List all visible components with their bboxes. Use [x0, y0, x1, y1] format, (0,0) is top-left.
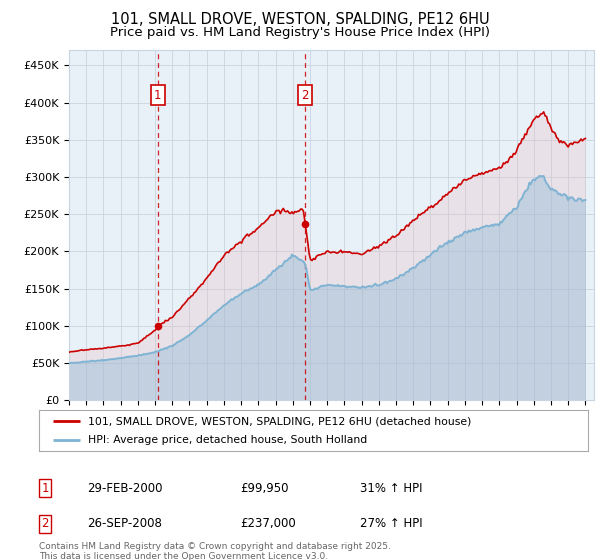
Text: 2: 2: [302, 88, 309, 101]
Text: £237,000: £237,000: [240, 517, 296, 530]
Text: 31% ↑ HPI: 31% ↑ HPI: [360, 482, 422, 495]
Text: 1: 1: [41, 482, 49, 495]
Text: 27% ↑ HPI: 27% ↑ HPI: [360, 517, 422, 530]
Text: HPI: Average price, detached house, South Holland: HPI: Average price, detached house, Sout…: [88, 435, 368, 445]
Text: Price paid vs. HM Land Registry's House Price Index (HPI): Price paid vs. HM Land Registry's House …: [110, 26, 490, 39]
Text: 1: 1: [154, 88, 161, 101]
Text: 29-FEB-2000: 29-FEB-2000: [87, 482, 163, 495]
Text: 101, SMALL DROVE, WESTON, SPALDING, PE12 6HU (detached house): 101, SMALL DROVE, WESTON, SPALDING, PE12…: [88, 417, 472, 426]
Text: Contains HM Land Registry data © Crown copyright and database right 2025.
This d: Contains HM Land Registry data © Crown c…: [39, 542, 391, 560]
Text: 26-SEP-2008: 26-SEP-2008: [87, 517, 162, 530]
Text: £99,950: £99,950: [240, 482, 289, 495]
Text: 101, SMALL DROVE, WESTON, SPALDING, PE12 6HU: 101, SMALL DROVE, WESTON, SPALDING, PE12…: [110, 12, 490, 27]
Text: 2: 2: [41, 517, 49, 530]
